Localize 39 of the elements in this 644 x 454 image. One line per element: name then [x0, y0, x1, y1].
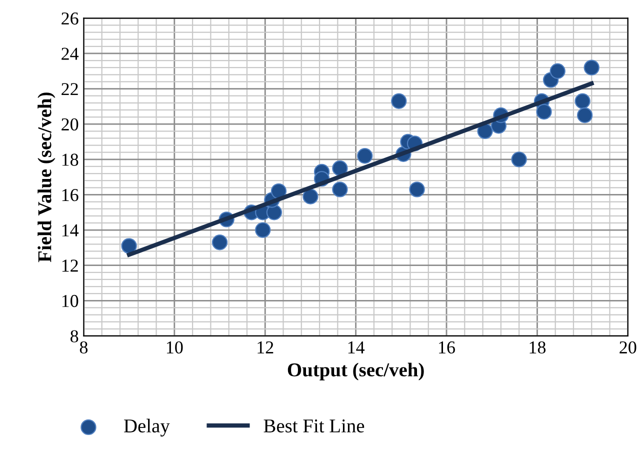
y-tick-label: 16 — [62, 189, 78, 202]
y-tick-label: 14 — [62, 224, 79, 236]
y-tick-label: 12 — [62, 260, 78, 272]
point — [409, 182, 425, 198]
point — [477, 123, 493, 139]
y-tick-label: 20 — [62, 118, 78, 131]
x-tick-label: 18 — [530, 341, 546, 354]
legend-label: Delay — [124, 418, 170, 436]
x-tick-label: 10 — [166, 341, 183, 354]
x-tick-label: 8 — [80, 341, 88, 354]
point — [332, 160, 348, 176]
point — [391, 93, 407, 109]
y-tick-label: 10 — [62, 294, 78, 308]
point — [212, 234, 228, 250]
point — [255, 222, 271, 238]
x-tick-label: 14 — [348, 341, 365, 354]
x-tick-label: 12 — [258, 341, 274, 354]
y-tick-label: 26 — [62, 12, 78, 25]
point — [266, 204, 282, 220]
x-tick-label: 16 — [439, 341, 455, 354]
point — [536, 104, 552, 120]
point — [302, 188, 318, 204]
point — [511, 152, 527, 168]
x-tick-label: 20 — [620, 341, 636, 354]
point — [550, 63, 566, 79]
x-axis-title: Output (sec/veh) — [288, 362, 424, 380]
point — [576, 107, 593, 124]
legend-label: Best Fit Line — [264, 419, 364, 432]
point — [574, 93, 590, 109]
point — [357, 148, 373, 164]
point — [121, 238, 137, 254]
y-tick-label: 18 — [62, 154, 78, 166]
y-tick-label: 22 — [62, 83, 78, 96]
y-tick-label: 24 — [62, 48, 79, 60]
y-axis-title: Field Value (sec/veh) — [38, 92, 56, 262]
point — [584, 60, 600, 76]
y-tick-label: 8 — [70, 330, 78, 342]
point — [332, 182, 348, 198]
point — [270, 183, 287, 200]
